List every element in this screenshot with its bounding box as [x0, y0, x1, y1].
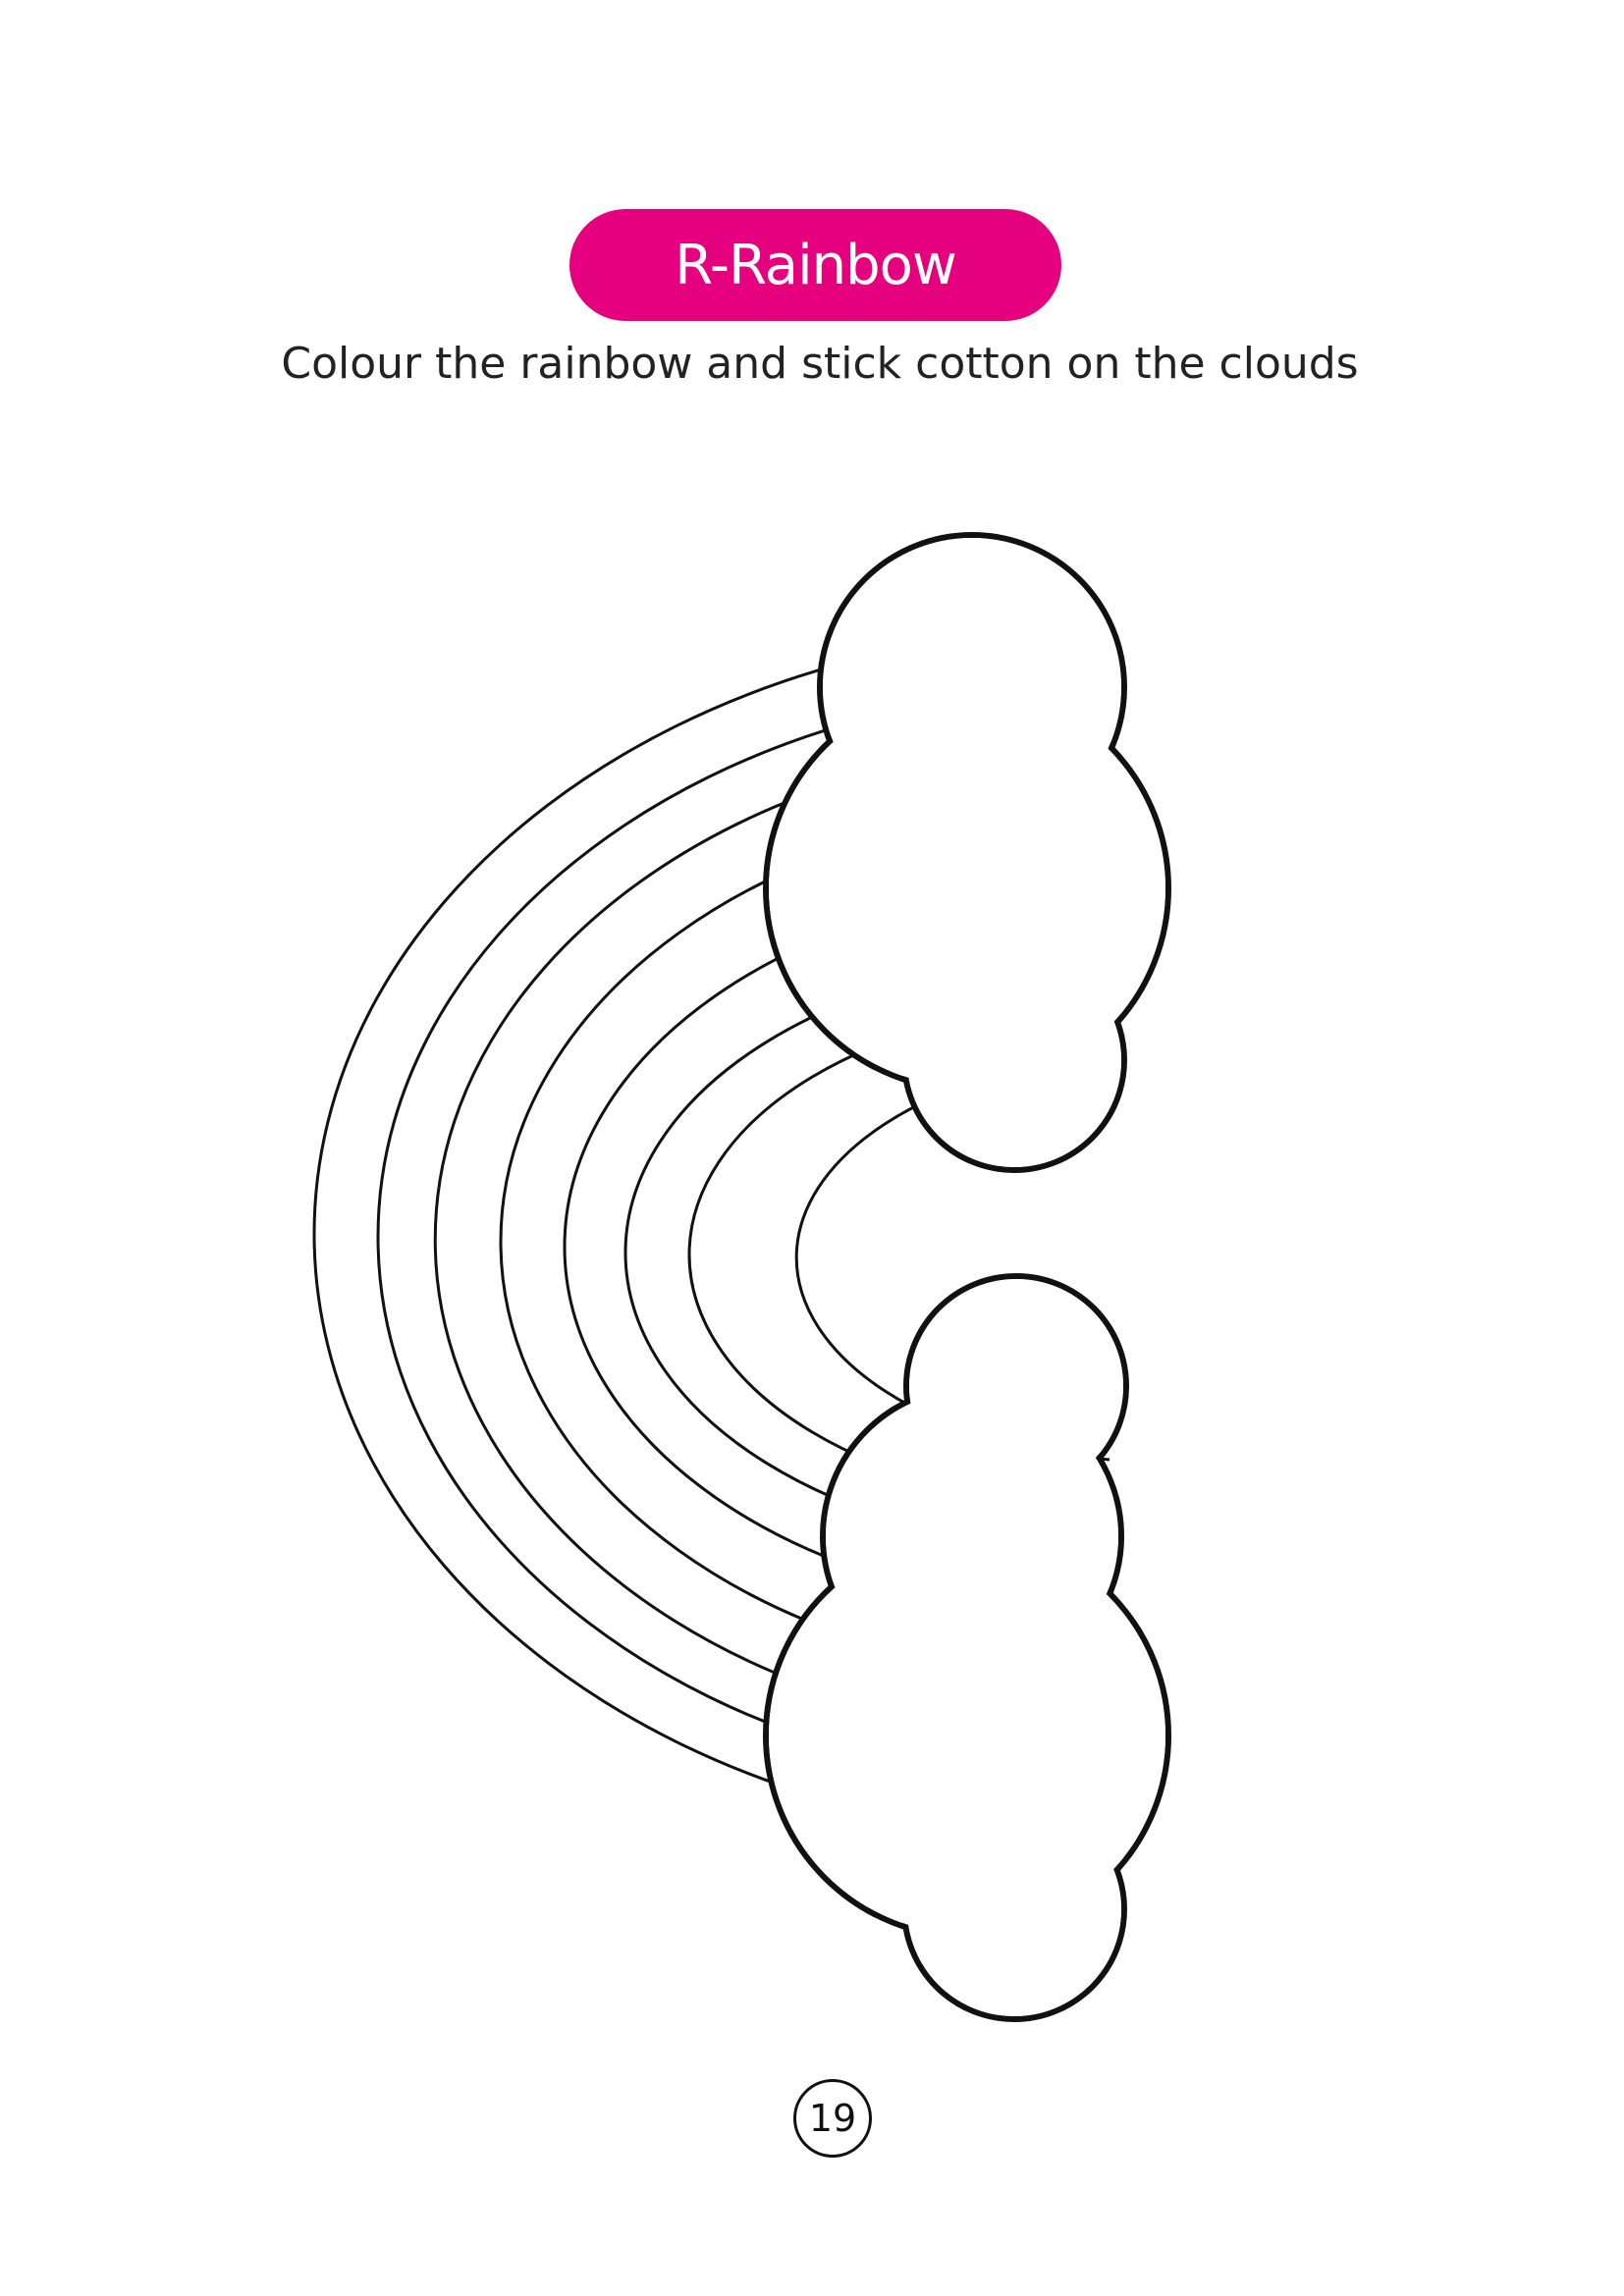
page-number-text: 19 [808, 2097, 857, 2140]
bottom-cloud [763, 1273, 1171, 2022]
page-number: 19 [793, 2079, 872, 2158]
page-title: R-Rainbow [675, 233, 957, 297]
title-pill: R-Rainbow [569, 209, 1061, 321]
rainbow-arc-2 [376, 685, 1110, 1789]
top-cloud [763, 532, 1171, 1173]
instruction-text: Colour the rainbow and stick cotton on t… [281, 339, 1359, 389]
rainbow-arc-1 [312, 626, 1110, 1842]
